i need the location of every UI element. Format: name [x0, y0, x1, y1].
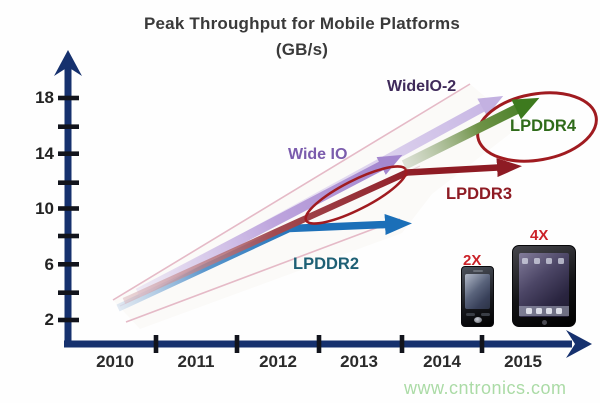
lpddr4-circle-annotation — [476, 91, 598, 163]
phone-speaker — [473, 270, 483, 272]
tablet-home-button — [542, 320, 547, 325]
phone-key — [466, 313, 475, 316]
series-label-lpddr3: LPDDR3 — [446, 185, 513, 203]
x-tick-label-2011: 2011 — [177, 352, 215, 371]
x-axis-ticks — [153, 335, 485, 353]
x-tick-label-2013: 2013 — [340, 352, 378, 371]
smartphone-icon — [461, 266, 494, 327]
tablet-multiplier-label: 4X — [530, 227, 549, 244]
chart-title: Peak Throughput for Mobile Platforms — [143, 14, 461, 33]
series-label-wideio: Wide IO — [288, 146, 348, 163]
phone-trackball — [474, 317, 482, 323]
series-label-lpddr2: LPDDR2 — [293, 255, 360, 273]
tablet-dock — [519, 306, 569, 316]
y-axis — [54, 50, 82, 346]
chart-title-units: (GB/s) — [275, 40, 329, 59]
lpddr4-arrow — [401, 97, 540, 170]
x-tick-label-2010: 2010 — [96, 352, 134, 371]
phone-multiplier-label: 2X — [463, 252, 482, 269]
phone-screen — [465, 274, 490, 309]
x-tick-label-2015: 2015 — [504, 352, 542, 371]
y-tick-label-2: 2 — [44, 310, 54, 329]
tablet-icon — [512, 245, 576, 327]
y-tick-label-18: 18 — [35, 88, 54, 107]
x-tick-label-2014: 2014 — [423, 352, 461, 371]
tablet-app-icons — [522, 258, 566, 264]
watermark-text: www.cntronics.com — [404, 378, 567, 398]
y-tick-label-10: 10 — [35, 198, 54, 218]
series-label-wideio2: WideIO-2 — [387, 78, 457, 95]
y-tick-label-6: 6 — [44, 254, 54, 274]
y-tick-label-14: 14 — [35, 144, 54, 163]
x-tick-label-2012: 2012 — [259, 352, 297, 371]
junction-circle-annotation — [304, 165, 408, 225]
phone-key — [481, 313, 490, 316]
series-label-lpddr4: LPDDR4 — [510, 117, 577, 135]
y-axis-ticks — [58, 95, 79, 323]
